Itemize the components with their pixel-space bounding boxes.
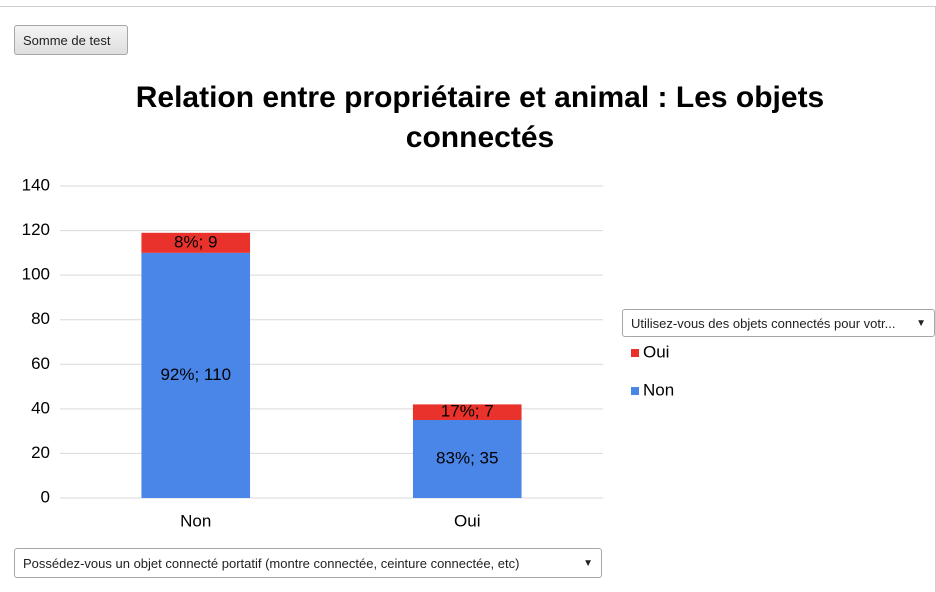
data-label: 8%; 9	[174, 232, 217, 251]
legend-swatch	[631, 349, 639, 357]
bar-segment	[412, 404, 522, 420]
y-tick-label: 80	[31, 309, 50, 328]
legend-label: Non	[643, 380, 674, 399]
bar-segment	[141, 232, 251, 253]
x-tick-label: Oui	[454, 511, 480, 530]
y-tick-label: 100	[22, 265, 50, 284]
legend-swatch	[631, 387, 639, 395]
y-tick-label: 120	[22, 220, 50, 239]
legend-label: Oui	[643, 342, 669, 361]
data-label: 92%; 110	[160, 365, 231, 384]
y-tick-label: 140	[22, 175, 50, 194]
y-tick-label: 0	[41, 487, 50, 506]
axis-field-button[interactable]: Possédez-vous un objet connecté portatif…	[14, 548, 602, 578]
legend-title: Utilisez-vous des objets connectés pour …	[631, 315, 896, 331]
axis-field-label: Possédez-vous un objet connecté portatif…	[23, 555, 520, 571]
data-label: 83%; 35	[436, 448, 498, 467]
y-tick-label: 20	[31, 443, 50, 462]
bar-segment	[412, 420, 522, 498]
value-field-button[interactable]: Somme de test	[14, 25, 128, 55]
value-field-label: Somme de test	[23, 32, 111, 48]
dropdown-arrow: ▼	[583, 557, 593, 569]
bar-segment	[141, 252, 251, 498]
x-tick-label: Non	[180, 511, 211, 530]
data-label: 17%; 7	[441, 402, 494, 421]
y-tick-label: 40	[31, 398, 50, 417]
dropdown-arrow: ▼	[916, 317, 926, 329]
legend-field-button[interactable]: Utilisez-vous des objets connectés pour …	[622, 309, 935, 337]
chart-title: Relation entre propriétaire et animal : …	[135, 81, 825, 154]
y-tick-label: 60	[31, 354, 50, 373]
